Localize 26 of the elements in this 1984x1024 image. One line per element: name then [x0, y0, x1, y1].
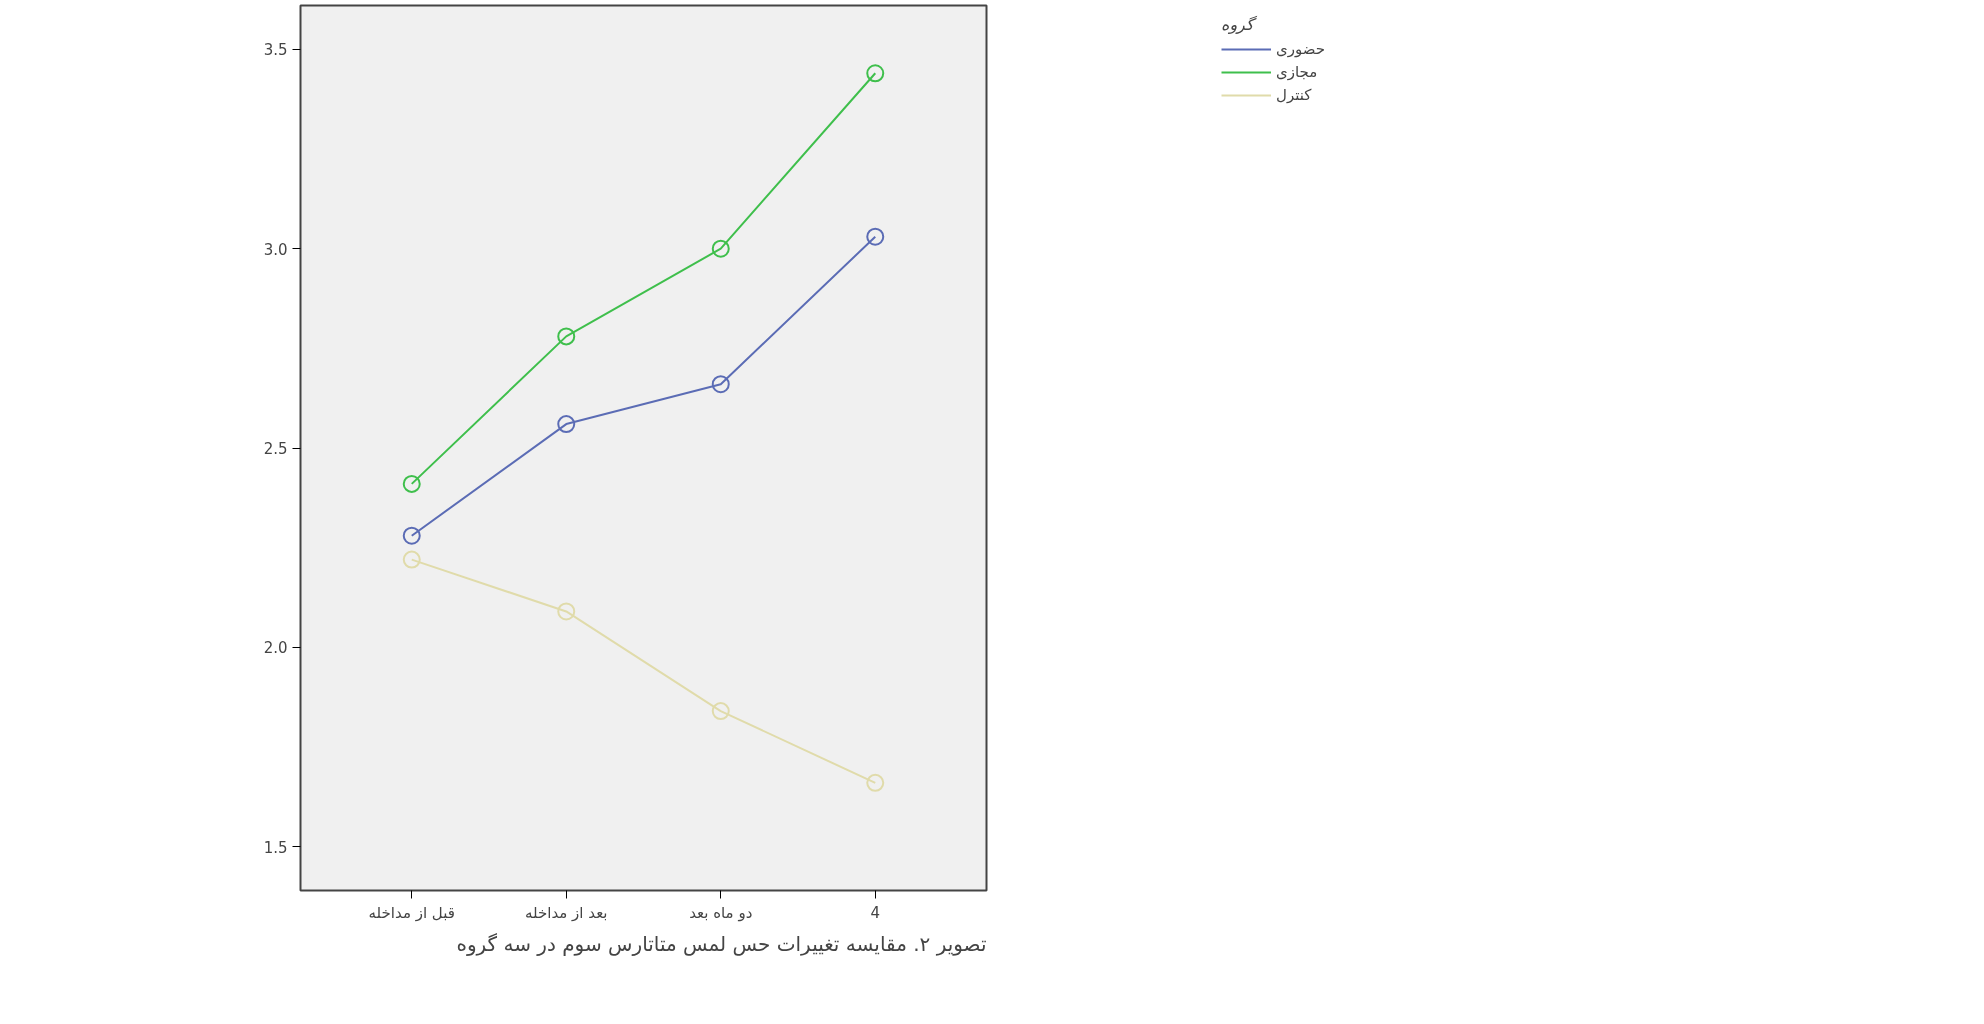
point [557, 327, 576, 346]
y-tick-label: 2.0 [263, 639, 288, 658]
point [402, 550, 421, 569]
point [711, 239, 730, 258]
x-tick-label: 4 [870, 903, 881, 922]
legend-label: کنترل [1275, 86, 1312, 104]
x-tick-label: قبل از مداخله [368, 903, 455, 922]
legend-label: حضوری [1275, 40, 1326, 58]
point [711, 375, 730, 394]
y-tick-label: 3.0 [263, 240, 288, 259]
point [866, 227, 885, 246]
x-tick-label: بعد از مداخله [524, 903, 608, 922]
point [866, 64, 885, 83]
point [402, 526, 421, 545]
y-tick-label: 1.5 [263, 838, 288, 857]
point [402, 474, 421, 493]
point [557, 602, 576, 621]
legend-label: مجازی [1275, 63, 1318, 81]
y-tick-label: 2.5 [263, 440, 288, 458]
point [711, 702, 730, 721]
text: تصویر ۲. مقایسه تغییرات حس لمس متاتارس سوم در سه گروه [456, 931, 987, 956]
legend-title: گروه [1220, 15, 1258, 34]
point [557, 415, 576, 434]
point [866, 773, 885, 792]
y-tick-label: 3.5 [263, 41, 288, 60]
x-tick-label: دو ماه بعد [689, 903, 753, 922]
